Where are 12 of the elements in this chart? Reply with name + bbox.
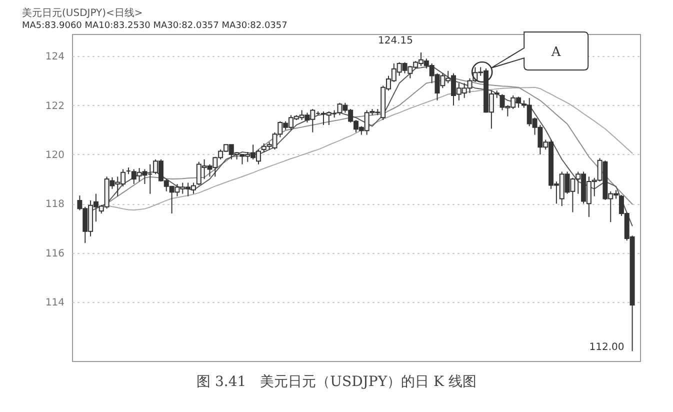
y-tick-label: 118 xyxy=(45,199,64,210)
annotation: A xyxy=(550,45,562,60)
y-tick-label: 120 xyxy=(45,150,64,161)
chart-subtitle: MA5:83.9060 MA10:83.2530 MA30:82.0357 MA30:82.0357 xyxy=(22,21,288,31)
annotation: 112.00 xyxy=(589,342,624,354)
caption: 图 3.41 美元日元（USDJPY）的日 K 线图 xyxy=(196,373,478,391)
y-tick-label: 124 xyxy=(45,52,64,63)
y-tick-label: 116 xyxy=(45,248,64,260)
annotation: 124.15 xyxy=(378,35,414,46)
chart-title: 美元日元(USDJPY)<日线> xyxy=(22,7,143,19)
y-tick-label: 114 xyxy=(45,297,64,308)
y-tick-label: 122 xyxy=(45,100,64,112)
